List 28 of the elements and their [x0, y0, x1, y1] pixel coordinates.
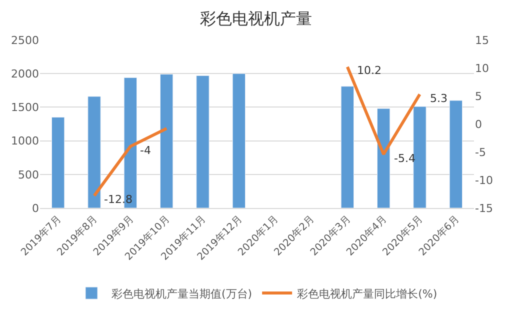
y-tick-label: 0	[32, 202, 39, 215]
y2-tick-label: 5	[475, 90, 482, 103]
bar	[449, 100, 462, 208]
y2-tick-label: 0	[475, 118, 482, 131]
bar	[377, 108, 390, 208]
legend-label: 彩色电视机产量同比增长(%)	[297, 287, 438, 300]
bar	[340, 86, 354, 208]
chart-title: 彩色电视机产量	[200, 8, 312, 28]
y2-tick-label: 10	[475, 62, 489, 75]
bar	[196, 75, 210, 208]
bar	[160, 74, 174, 208]
bar	[52, 117, 65, 208]
y-tick-label: 1000	[11, 134, 39, 148]
bar	[88, 96, 101, 208]
y-tick-label: 2500	[11, 34, 39, 47]
y2-tick-label: 15	[475, 34, 489, 47]
data-label: 10.2	[357, 64, 382, 77]
y-tick-label: 500	[18, 168, 39, 182]
legend-label: 彩色电视机产量当期值(万台)	[112, 287, 252, 300]
y2-tick-label: -10	[475, 174, 493, 187]
data-label: 5.3	[430, 92, 448, 105]
y-tick-label: 1500	[11, 101, 39, 114]
y2-tick-label: -15	[475, 202, 493, 215]
bar	[232, 73, 246, 208]
y2-tick-label: -5	[475, 146, 486, 159]
bar	[413, 106, 426, 208]
data-label: -4	[140, 144, 151, 157]
y-tick-label: 2000	[11, 67, 39, 80]
